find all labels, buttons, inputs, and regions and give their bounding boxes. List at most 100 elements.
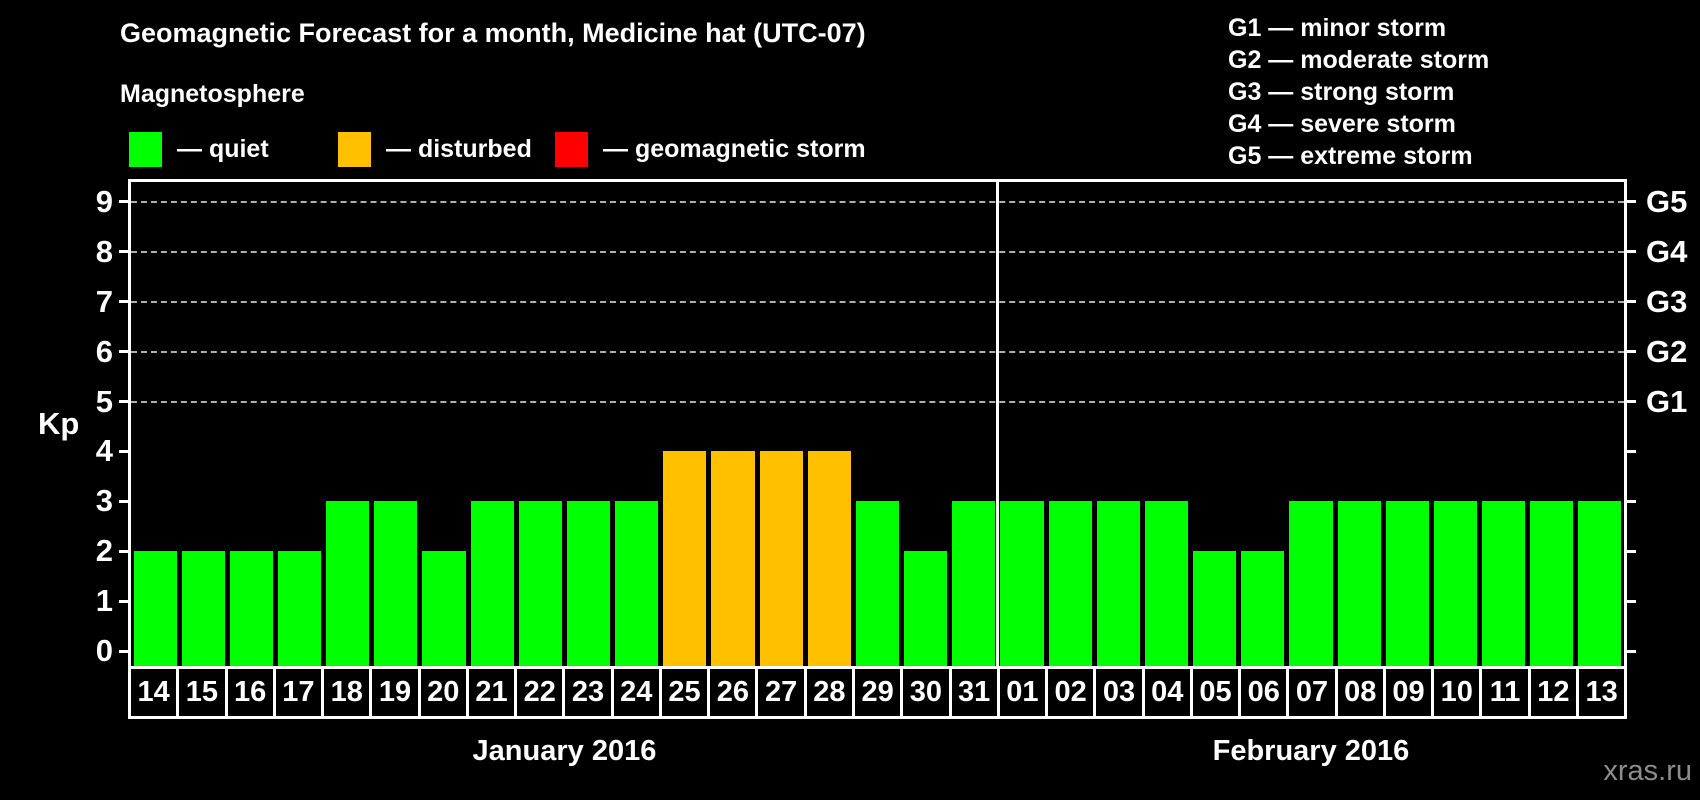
- kp-bar-day-30: [904, 551, 948, 666]
- g-scale-label-G3: G3: [1646, 283, 1688, 319]
- y-tick-1: [119, 599, 131, 603]
- y-tick-7: [119, 300, 131, 304]
- kp-bar-day-20: [422, 551, 466, 666]
- day-cell-22: 22: [517, 669, 566, 716]
- legend-item-storm: — geomagnetic storm: [555, 132, 866, 167]
- kp-bar-day-23: [566, 501, 611, 666]
- right-tick-0: [1624, 649, 1636, 653]
- kp-bar-day-28: [807, 451, 851, 666]
- kp-bar-day-08: [1337, 501, 1381, 666]
- legend-swatch-storm: [555, 132, 588, 167]
- y-tick-label-7: 7: [95, 283, 113, 319]
- g-scale-label-G2: G2: [1646, 333, 1688, 369]
- y-tick-5: [119, 400, 131, 404]
- day-cell-15: 15: [179, 669, 228, 716]
- day-cell-12: 12: [1531, 669, 1579, 716]
- kp-bar-day-31: [952, 501, 996, 666]
- y-axis-label: Kp: [38, 406, 80, 441]
- day-cell-28: 28: [807, 669, 855, 716]
- day-cell-16: 16: [228, 669, 276, 716]
- magnetosphere-legend-heading: Magnetosphere: [120, 80, 305, 108]
- kp-bar-day-26: [711, 451, 755, 666]
- legend-item-disturbed: — disturbed: [338, 132, 532, 167]
- chart-title: Geomagnetic Forecast for a month, Medici…: [120, 18, 866, 48]
- right-tick-1: [1624, 599, 1636, 603]
- kp-bar-day-09: [1385, 501, 1429, 666]
- gridline-kp-9: [131, 200, 1624, 203]
- storm-scale-legend-item-4: G4 — severe storm: [1228, 110, 1456, 138]
- y-tick-8: [119, 250, 131, 254]
- month-label-january: January 2016: [472, 735, 657, 767]
- storm-scale-legend-item-1: G1 — minor storm: [1228, 14, 1447, 42]
- day-cell-20: 20: [421, 669, 469, 716]
- day-cell-09: 09: [1386, 669, 1435, 716]
- kp-bar-day-06: [1241, 551, 1285, 666]
- storm-scale-legend-item-5: G5 — extreme storm: [1228, 142, 1473, 170]
- kp-bar-day-17: [277, 551, 322, 666]
- day-cell-11: 11: [1482, 669, 1531, 716]
- kp-bar-day-11: [1482, 501, 1526, 666]
- y-tick-label-0: 0: [95, 633, 113, 669]
- day-cell-07: 07: [1289, 669, 1338, 716]
- day-cell-17: 17: [276, 669, 325, 716]
- gridline-kp-5: [131, 400, 1624, 403]
- kp-bar-day-07: [1289, 501, 1333, 666]
- day-cell-06: 06: [1241, 669, 1290, 716]
- kp-bar-day-29: [855, 501, 900, 666]
- day-cell-14: 14: [131, 669, 180, 716]
- right-tick-4: [1624, 449, 1636, 453]
- kp-bar-day-21: [470, 501, 514, 666]
- right-tick-7: [1624, 300, 1636, 304]
- day-cell-18: 18: [324, 669, 373, 716]
- day-cell-26: 26: [710, 669, 759, 716]
- x-axis-day-labels: 14 15 16 17 18 19 20 21 22 23 24 25 26 27 28 29 30 31 01 02…: [128, 666, 1627, 719]
- day-cell-24: 24: [614, 669, 662, 716]
- y-tick-label-2: 2: [95, 533, 113, 569]
- day-cell-27: 27: [758, 669, 807, 716]
- y-tick-label-8: 8: [95, 233, 113, 269]
- kp-bar-day-12: [1530, 501, 1574, 666]
- day-cell-21: 21: [469, 669, 518, 716]
- kp-bar-day-14: [133, 551, 177, 666]
- month-separator-line: [996, 182, 1000, 666]
- gridline-kp-8: [131, 250, 1624, 253]
- day-cell-03: 03: [1096, 669, 1145, 716]
- y-tick-0: [119, 649, 131, 653]
- g-scale-label-G5: G5: [1646, 183, 1688, 219]
- y-tick-label-4: 4: [95, 433, 113, 469]
- day-cell-23: 23: [565, 669, 614, 716]
- month-label-february: February 2016: [1212, 735, 1410, 767]
- legend-swatch-disturbed: [338, 132, 371, 167]
- storm-scale-legend: G1 — minor storm G2 — moderate storm G3 — …: [1228, 12, 1489, 172]
- g-scale-label-G1: G1: [1646, 383, 1688, 419]
- gridline-kp-6: [131, 350, 1624, 353]
- y-tick-label-9: 9: [95, 183, 113, 219]
- day-cell-04: 04: [1145, 669, 1193, 716]
- day-cell-05: 05: [1193, 669, 1242, 716]
- day-cell-08: 08: [1338, 669, 1386, 716]
- y-tick-3: [119, 499, 131, 503]
- kp-bar-day-27: [759, 451, 803, 666]
- right-tick-2: [1624, 549, 1636, 553]
- day-cell-10: 10: [1434, 669, 1483, 716]
- kp-bar-day-13: [1578, 501, 1622, 666]
- day-cell-31: 31: [952, 669, 1000, 716]
- kp-bar-day-19: [374, 501, 418, 666]
- right-tick-5: [1624, 400, 1636, 404]
- watermark: xras.ru: [1603, 755, 1692, 787]
- kp-bar-day-18: [326, 501, 370, 666]
- legend-item-quiet: — quiet: [129, 132, 269, 167]
- y-tick-6: [119, 350, 131, 354]
- right-tick-9: [1624, 200, 1636, 204]
- y-tick-label-3: 3: [95, 483, 113, 519]
- y-tick-2: [119, 549, 131, 553]
- day-cell-19: 19: [372, 669, 421, 716]
- kp-bar-day-15: [181, 551, 225, 666]
- kp-bar-day-03: [1096, 501, 1140, 666]
- day-cell-29: 29: [855, 669, 904, 716]
- kp-bar-day-25: [663, 451, 707, 666]
- right-tick-3: [1624, 499, 1636, 503]
- day-cell-13: 13: [1585, 676, 1618, 708]
- storm-scale-legend-item-2: G2 — moderate storm: [1228, 46, 1490, 74]
